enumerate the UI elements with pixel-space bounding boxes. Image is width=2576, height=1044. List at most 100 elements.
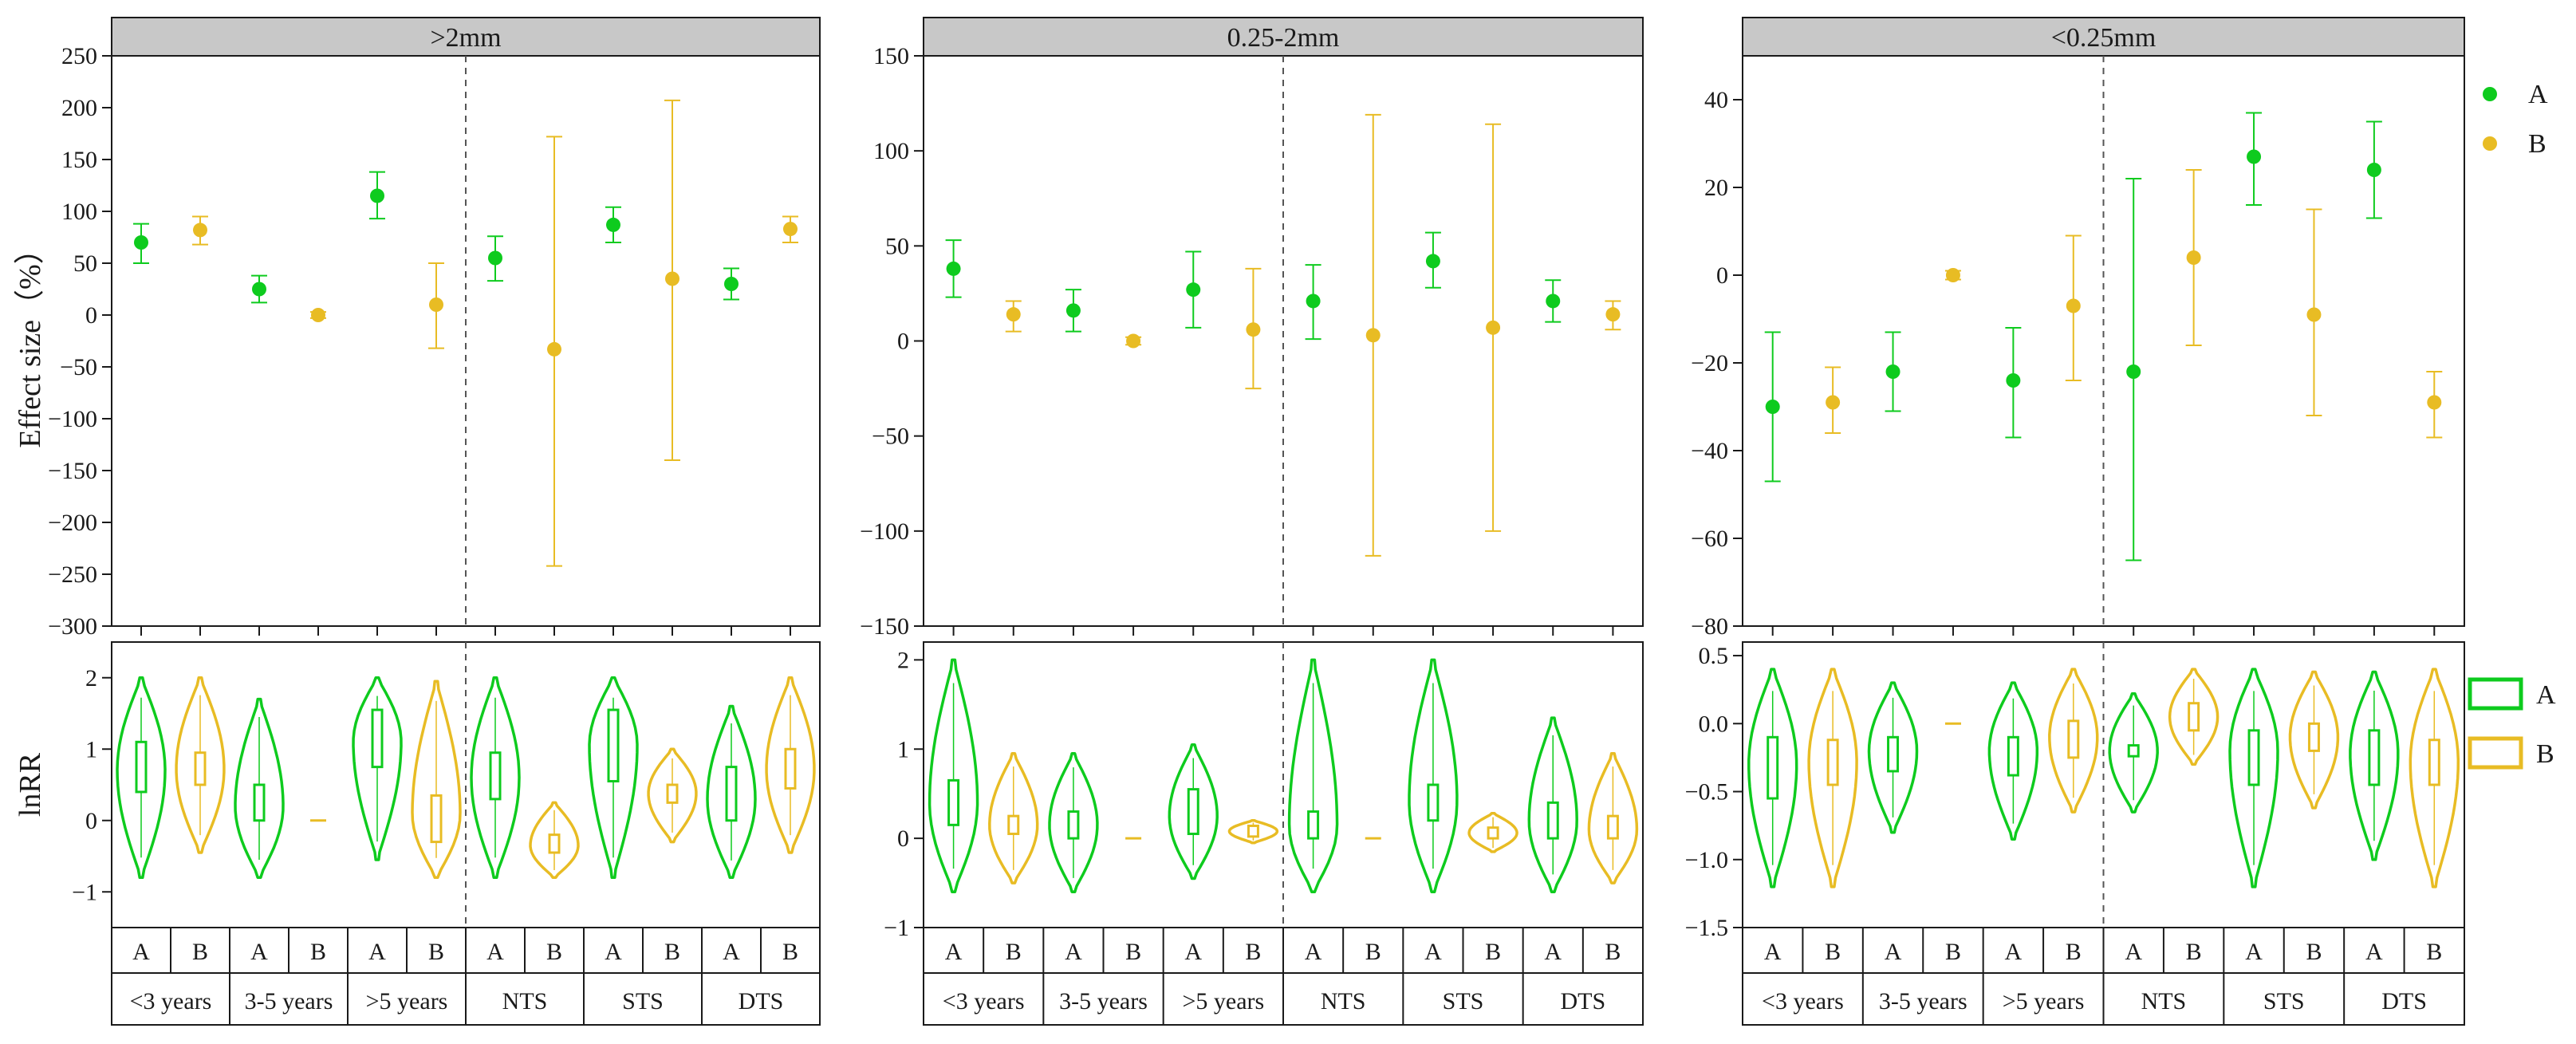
effect-point-A <box>1186 282 1201 297</box>
violin-box <box>135 740 148 794</box>
effect-y-tick-label: −100 <box>860 518 909 545</box>
effect-point-B <box>1605 307 1621 322</box>
violin-box <box>666 783 679 804</box>
effect-point-A <box>1425 254 1440 269</box>
effect-point-B <box>783 222 798 237</box>
panel-title-strip <box>1742 17 2465 57</box>
panel-title-strip <box>923 17 1644 57</box>
violin-y-tick-label: −0.5 <box>1685 779 1728 806</box>
violin-y-axis-label: lnRR <box>14 752 47 817</box>
violin-A <box>928 658 979 894</box>
legend-swatch-B <box>2468 736 2523 770</box>
group-label: >5 years <box>1182 988 1264 1014</box>
effect-y-tick-label: 150 <box>61 147 97 173</box>
treatment-label: B <box>2066 939 2082 965</box>
treatment-label: B <box>310 939 326 965</box>
treatment-label: B <box>1485 939 1501 965</box>
effect-point-A <box>252 282 266 297</box>
treatment-label: B <box>1245 939 1261 965</box>
group-label: DTS <box>1560 988 1605 1014</box>
effect-point-A <box>1765 400 1780 414</box>
treatment-label: B <box>664 939 680 965</box>
violin-box <box>1247 824 1259 838</box>
legend-points: AB <box>2483 80 2548 159</box>
violin-box <box>1067 810 1080 840</box>
effect-y-tick-label: 0 <box>897 329 909 355</box>
violin-box <box>1546 801 1559 840</box>
violin-box <box>194 751 207 786</box>
group-label: <3 years <box>130 988 212 1014</box>
effect-y-tick-label: 0 <box>1716 262 1728 289</box>
effect-point-A <box>1885 364 1900 379</box>
effect-point-A <box>488 250 502 266</box>
effect-point-B <box>193 223 207 238</box>
violin-box <box>2307 722 2320 752</box>
treatment-label: A <box>2365 939 2383 965</box>
panel-title: 0.25-2mm <box>1227 23 1340 53</box>
violin-box <box>1826 739 1839 786</box>
panel-2: 0.25-2mm 150 100 50 0 −50 −100 −150 2 1 0 −1 A B A B A B A… <box>860 17 1644 1026</box>
violin-B <box>1587 752 1639 884</box>
violin-y-tick-label: 2 <box>897 647 909 673</box>
violin-A <box>706 704 757 880</box>
treatment-label: A <box>2125 939 2142 965</box>
violin-A <box>2228 668 2279 888</box>
effect-point-A <box>1306 294 1321 309</box>
treatment-label: A <box>1305 939 1322 965</box>
effect-y-tick-label: −250 <box>48 561 97 588</box>
treatment-label: A <box>1184 939 1202 965</box>
violin-box <box>430 794 443 844</box>
treatment-label: A <box>2005 939 2023 965</box>
effect-y-tick-label: −200 <box>48 510 97 536</box>
effect-y-tick-label: −300 <box>48 613 97 640</box>
group-label: STS <box>622 988 664 1014</box>
effect-y-tick-label: −150 <box>860 613 909 640</box>
treatment-label: B <box>1006 939 1022 965</box>
effect-y-tick-label: 0 <box>85 302 97 329</box>
effect-point-A <box>2366 163 2381 177</box>
legend-violin-label-A: A <box>2536 680 2556 710</box>
treatment-label: B <box>1825 939 1841 965</box>
violin-y-tick-label: −1 <box>884 915 909 941</box>
violin-box <box>2428 739 2440 786</box>
violin-y-tick-label: 0.0 <box>1699 711 1729 737</box>
treatment-label: B <box>428 939 444 965</box>
violin-B <box>988 752 1039 884</box>
effect-y-tick-label: 150 <box>873 43 909 69</box>
treatment-label: A <box>250 939 268 965</box>
treatment-label: A <box>723 939 740 965</box>
violin-box <box>2247 729 2260 786</box>
violin-box <box>2007 735 2019 777</box>
violin-box <box>253 783 266 822</box>
group-label: NTS <box>502 988 548 1014</box>
legend-violin: AB <box>2468 677 2556 770</box>
violin-A <box>2108 692 2159 814</box>
effect-point-A <box>2126 364 2141 379</box>
effect-point-B <box>2186 250 2201 265</box>
effect-point-A <box>606 217 620 232</box>
violin-B <box>765 676 816 854</box>
violin-A <box>116 676 167 880</box>
group-label: <3 years <box>1762 988 1844 1014</box>
violin-y-tick-label: 0 <box>85 808 97 834</box>
group-label: DTS <box>739 988 784 1014</box>
violin-y-tick-label: −1.0 <box>1685 847 1728 873</box>
violin-y-tick-label: 1 <box>897 736 909 762</box>
violin-A <box>1048 752 1099 894</box>
effect-y-tick-label: −50 <box>872 424 909 450</box>
panel-title: <0.25mm <box>2051 23 2157 53</box>
effect-y-tick-label: 40 <box>1704 87 1728 113</box>
legend-swatch-A <box>2468 677 2523 711</box>
treatment-label: A <box>945 939 963 965</box>
group-label: STS <box>1443 988 1484 1014</box>
effect-y-tick-label: 200 <box>61 95 97 121</box>
treatment-label: A <box>1544 939 1562 965</box>
legend-marker-A <box>2483 87 2497 101</box>
effect-y-tick-label: −60 <box>1691 526 1728 552</box>
effect-point-B <box>1945 268 1960 282</box>
violin-y-tick-label: 1 <box>85 736 97 762</box>
violin-A <box>1747 668 1798 888</box>
effect-y-tick-label: −40 <box>1691 438 1728 464</box>
effect-y-tick-label: 250 <box>61 43 97 69</box>
